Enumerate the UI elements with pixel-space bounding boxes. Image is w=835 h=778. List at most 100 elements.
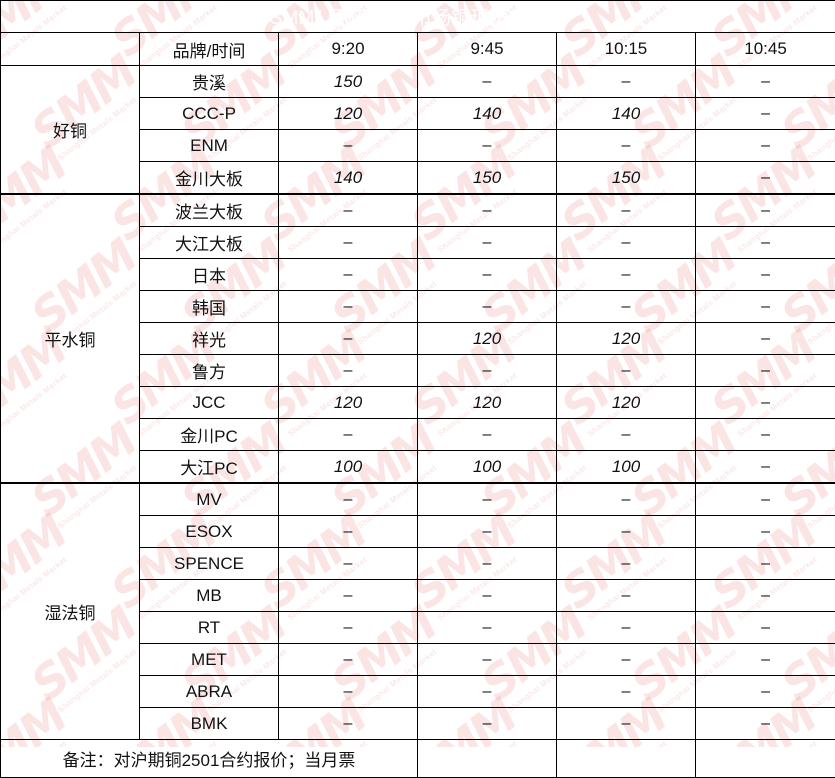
value-cell: 120 xyxy=(418,323,557,355)
value-cell: – xyxy=(279,548,418,580)
brand-cell: ABRA xyxy=(140,676,279,708)
value-cell: – xyxy=(279,516,418,548)
brand-cell: 金川大板 xyxy=(140,162,279,195)
header-time-3: 10:45 xyxy=(696,33,835,66)
brand-cell: MV xyxy=(140,483,279,516)
value-cell: – xyxy=(696,516,835,548)
brand-cell: 日本 xyxy=(140,259,279,291)
brand-cell: 大江大板 xyxy=(140,227,279,259)
value-cell: – xyxy=(557,130,696,162)
value-cell: – xyxy=(279,291,418,323)
value-cell: – xyxy=(418,66,557,98)
brand-cell: 祥光 xyxy=(140,323,279,355)
brand-cell: ENM xyxy=(140,130,279,162)
value-cell: – xyxy=(279,194,418,227)
footer-blank-cell xyxy=(418,740,557,778)
brand-cell: MET xyxy=(140,644,279,676)
value-cell: – xyxy=(557,708,696,740)
value-cell: – xyxy=(557,644,696,676)
value-cell: – xyxy=(418,227,557,259)
value-cell: – xyxy=(696,194,835,227)
value-cell: – xyxy=(418,194,557,227)
value-cell: – xyxy=(696,612,835,644)
value-cell: – xyxy=(418,130,557,162)
header-time-2: 10:15 xyxy=(557,33,696,66)
value-cell: 100 xyxy=(557,451,696,484)
value-cell: – xyxy=(696,355,835,387)
brand-cell: 金川PC xyxy=(140,419,279,451)
value-cell: – xyxy=(279,708,418,740)
footer-note: 备注：对沪期铜2501合约报价；当月票 xyxy=(1,740,418,778)
value-cell: – xyxy=(696,419,835,451)
value-cell: – xyxy=(696,259,835,291)
value-cell: – xyxy=(418,259,557,291)
value-cell: – xyxy=(557,483,696,516)
value-cell: – xyxy=(557,194,696,227)
title-row: SMM1月8日上海市场铜现货升贴水 xyxy=(1,1,835,33)
value-cell: – xyxy=(418,516,557,548)
value-cell: – xyxy=(696,162,835,195)
group-label-1: 平水铜 xyxy=(1,194,140,483)
value-cell: – xyxy=(279,130,418,162)
brand-cell: 韩国 xyxy=(140,291,279,323)
value-cell: – xyxy=(557,419,696,451)
value-cell: – xyxy=(696,580,835,612)
value-cell: – xyxy=(696,708,835,740)
header-blank-cell xyxy=(1,33,140,66)
group-label-2: 湿法铜 xyxy=(1,483,140,740)
value-cell: 100 xyxy=(279,451,418,484)
value-cell: – xyxy=(418,355,557,387)
value-cell: – xyxy=(279,676,418,708)
value-cell: 120 xyxy=(418,387,557,419)
value-cell: – xyxy=(696,387,835,419)
value-cell: – xyxy=(279,419,418,451)
brand-cell: 大江PC xyxy=(140,451,279,484)
value-cell: – xyxy=(279,644,418,676)
value-cell: 150 xyxy=(279,66,418,98)
brand-cell: 贵溪 xyxy=(140,66,279,98)
value-cell: – xyxy=(557,66,696,98)
value-cell: – xyxy=(279,580,418,612)
note-row: 备注：对沪期铜2501合约报价；当月票 xyxy=(1,740,835,778)
value-cell: – xyxy=(696,548,835,580)
brand-cell: CCC-P xyxy=(140,98,279,130)
footer-blank-cell xyxy=(696,740,835,778)
value-cell: – xyxy=(418,676,557,708)
brand-cell: MB xyxy=(140,580,279,612)
value-cell: – xyxy=(279,483,418,516)
footer-blank-cell xyxy=(557,740,696,778)
value-cell: – xyxy=(557,580,696,612)
value-cell: – xyxy=(418,612,557,644)
page-title: SMM1月8日上海市场铜现货升贴水 xyxy=(1,1,835,33)
value-cell: – xyxy=(279,612,418,644)
value-cell: – xyxy=(418,483,557,516)
value-cell: – xyxy=(557,612,696,644)
value-cell: – xyxy=(279,259,418,291)
value-cell: – xyxy=(696,323,835,355)
value-cell: – xyxy=(696,644,835,676)
brand-cell: RT xyxy=(140,612,279,644)
value-cell: – xyxy=(279,227,418,259)
brand-cell: SPENCE xyxy=(140,548,279,580)
value-cell: – xyxy=(418,644,557,676)
value-cell: 120 xyxy=(557,323,696,355)
value-cell: – xyxy=(696,451,835,484)
value-cell: – xyxy=(418,419,557,451)
value-cell: 140 xyxy=(557,98,696,130)
value-cell: – xyxy=(557,291,696,323)
table-row: 平水铜波兰大板–––– xyxy=(1,194,835,227)
value-cell: – xyxy=(557,516,696,548)
value-cell: – xyxy=(418,548,557,580)
brand-cell: 鲁方 xyxy=(140,355,279,387)
header-brand-time: 品牌/时间 xyxy=(140,33,279,66)
value-cell: – xyxy=(418,291,557,323)
value-cell: – xyxy=(557,548,696,580)
header-time-0: 9:20 xyxy=(279,33,418,66)
value-cell: – xyxy=(696,130,835,162)
value-cell: – xyxy=(557,227,696,259)
value-cell: – xyxy=(696,676,835,708)
value-cell: – xyxy=(696,98,835,130)
